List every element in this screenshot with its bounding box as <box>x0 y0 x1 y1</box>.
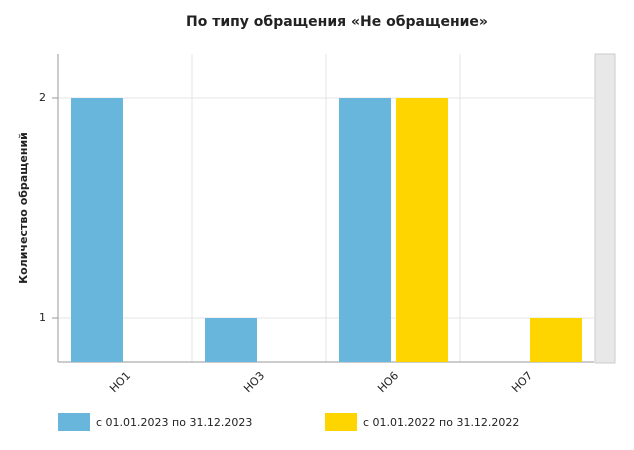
bar <box>205 318 257 362</box>
bar <box>71 98 123 362</box>
y-tick-label: 1 <box>39 311 46 324</box>
legend-swatch <box>325 413 357 431</box>
x-tick-label: НО7 <box>509 369 535 395</box>
x-tick-label: НО6 <box>375 369 401 395</box>
bar <box>339 98 391 362</box>
bar <box>530 318 582 362</box>
chart-title: По типу обращения «Не обращение» <box>186 14 488 30</box>
legend-swatch <box>58 413 90 431</box>
legend-label: с 01.01.2022 по 31.12.2022 <box>363 416 519 429</box>
legend-label: с 01.01.2023 по 31.12.2023 <box>96 416 252 429</box>
x-tick-label: НО1 <box>107 369 133 395</box>
bar <box>396 98 448 362</box>
y-tick-label: 2 <box>39 91 46 104</box>
scrollbar <box>594 53 616 364</box>
y-axis-label: Количество обращений <box>17 132 30 284</box>
x-tick-label: НО3 <box>241 369 267 395</box>
